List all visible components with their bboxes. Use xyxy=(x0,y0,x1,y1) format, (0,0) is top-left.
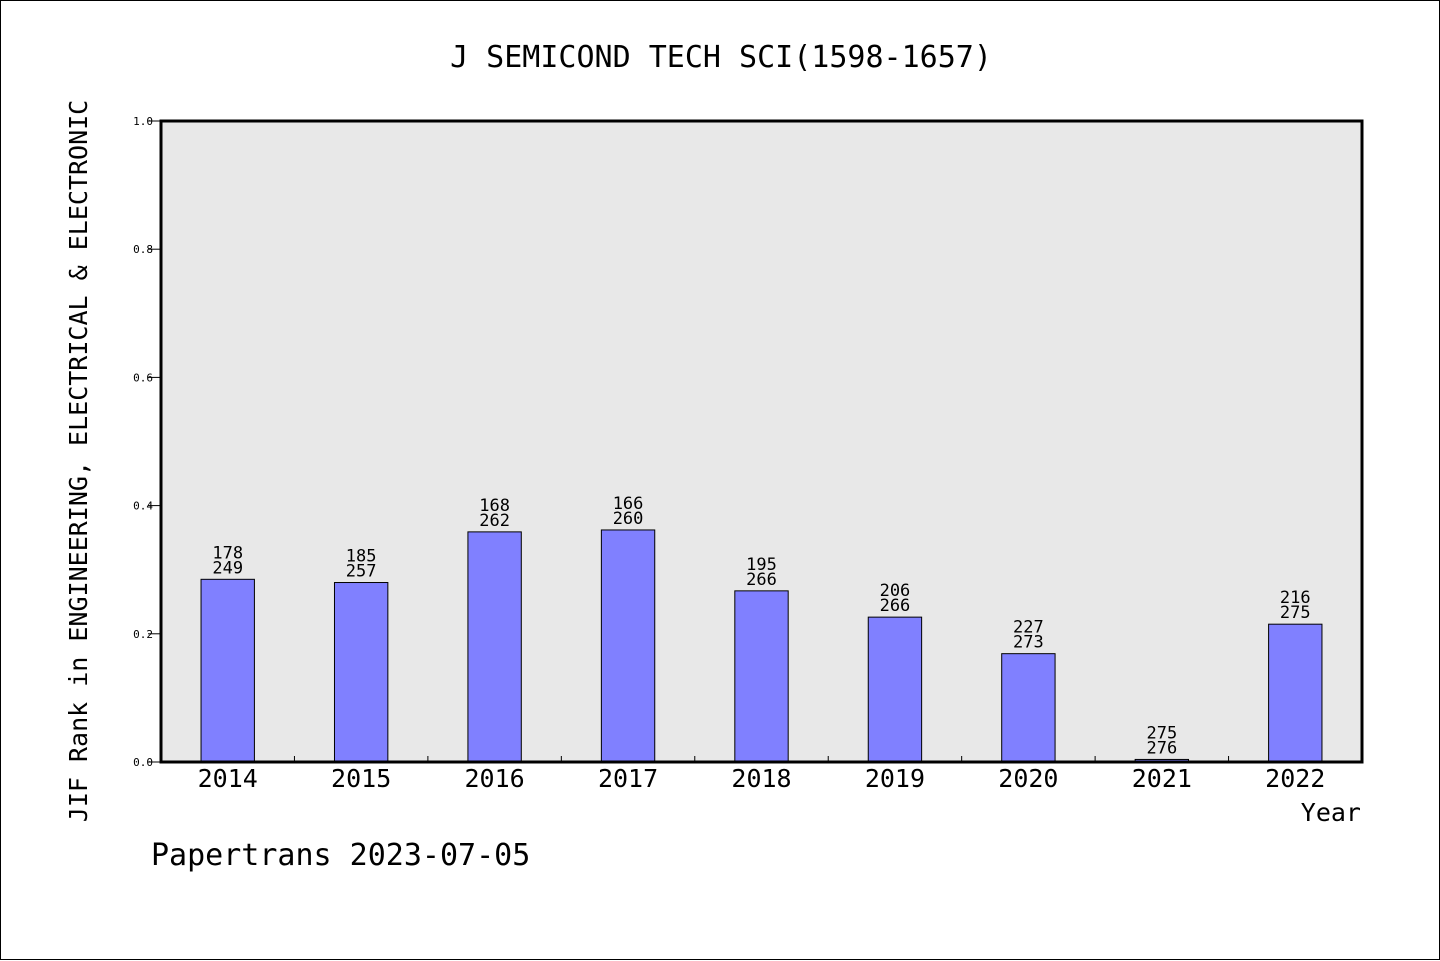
bar-rank-label: 216 xyxy=(1280,588,1311,608)
x-axis-label: Year xyxy=(1301,798,1361,827)
x-tick-label: 2017 xyxy=(598,764,658,793)
bar-total-label: 276 xyxy=(1146,738,1177,758)
bar-rank-label: 206 xyxy=(880,581,911,601)
bar-total-label: 275 xyxy=(1280,603,1311,623)
x-tick-label: 2021 xyxy=(1132,764,1192,793)
bar xyxy=(867,616,923,763)
watermark-text: Papertrans 2023-07-05 xyxy=(151,838,530,873)
bar-rank-label: 168 xyxy=(479,496,510,516)
bar xyxy=(1001,653,1056,763)
x-tick-label: 2015 xyxy=(331,764,391,793)
bar-total-label: 260 xyxy=(613,509,644,529)
bar xyxy=(1268,623,1323,763)
bar-rank-label: 185 xyxy=(346,547,377,567)
chart-title: J SEMICOND TECH SCI(1598-1657) xyxy=(450,40,992,75)
x-tick-label: 2014 xyxy=(198,764,258,793)
y-tick-label: 0.2 xyxy=(133,628,153,641)
bar xyxy=(200,578,255,763)
y-axis: 0.0 0.2 0.4 0.6 0.8 1.0 xyxy=(133,115,161,769)
y-tick-label: 0.0 xyxy=(133,756,153,769)
y-tick-label: 1.0 xyxy=(133,115,153,128)
bar-total-label: 273 xyxy=(1013,633,1044,653)
bar xyxy=(600,529,656,763)
bar-rank-label: 195 xyxy=(746,555,777,575)
x-axis: 2014 2015 2016 2017 2018 2019 2020 2021 2022 xyxy=(198,756,1325,793)
bar xyxy=(333,582,389,763)
bar-rank-label: 178 xyxy=(212,543,243,563)
bar-rank-label: 166 xyxy=(613,494,644,514)
bar-total-label: 249 xyxy=(212,558,243,578)
bars-layer: 1782491852571682621662601952662062662272… xyxy=(200,494,1323,763)
bar-total-label: 257 xyxy=(346,562,377,582)
y-tick-label: 0.8 xyxy=(133,243,153,256)
x-tick-label: 2016 xyxy=(465,764,525,793)
plot-border xyxy=(159,119,1364,764)
bar-total-label: 266 xyxy=(880,596,911,616)
y-tick-label: 0.4 xyxy=(133,500,153,513)
bar-total-label: 262 xyxy=(479,511,510,531)
x-tick-label: 2020 xyxy=(998,764,1058,793)
bar-total-label: 266 xyxy=(746,570,777,590)
y-axis-label: JIF Rank in ENGINEERING, ELECTRICAL & EL… xyxy=(64,100,93,822)
bar-rank-label: 275 xyxy=(1146,723,1177,743)
bar xyxy=(467,531,522,763)
bar xyxy=(734,590,789,763)
y-tick-label: 0.6 xyxy=(133,371,153,384)
x-tick-label: 2022 xyxy=(1265,764,1325,793)
x-tick-label: 2018 xyxy=(731,764,791,793)
bar-rank-label: 227 xyxy=(1013,618,1044,638)
x-tick-label: 2019 xyxy=(865,764,925,793)
